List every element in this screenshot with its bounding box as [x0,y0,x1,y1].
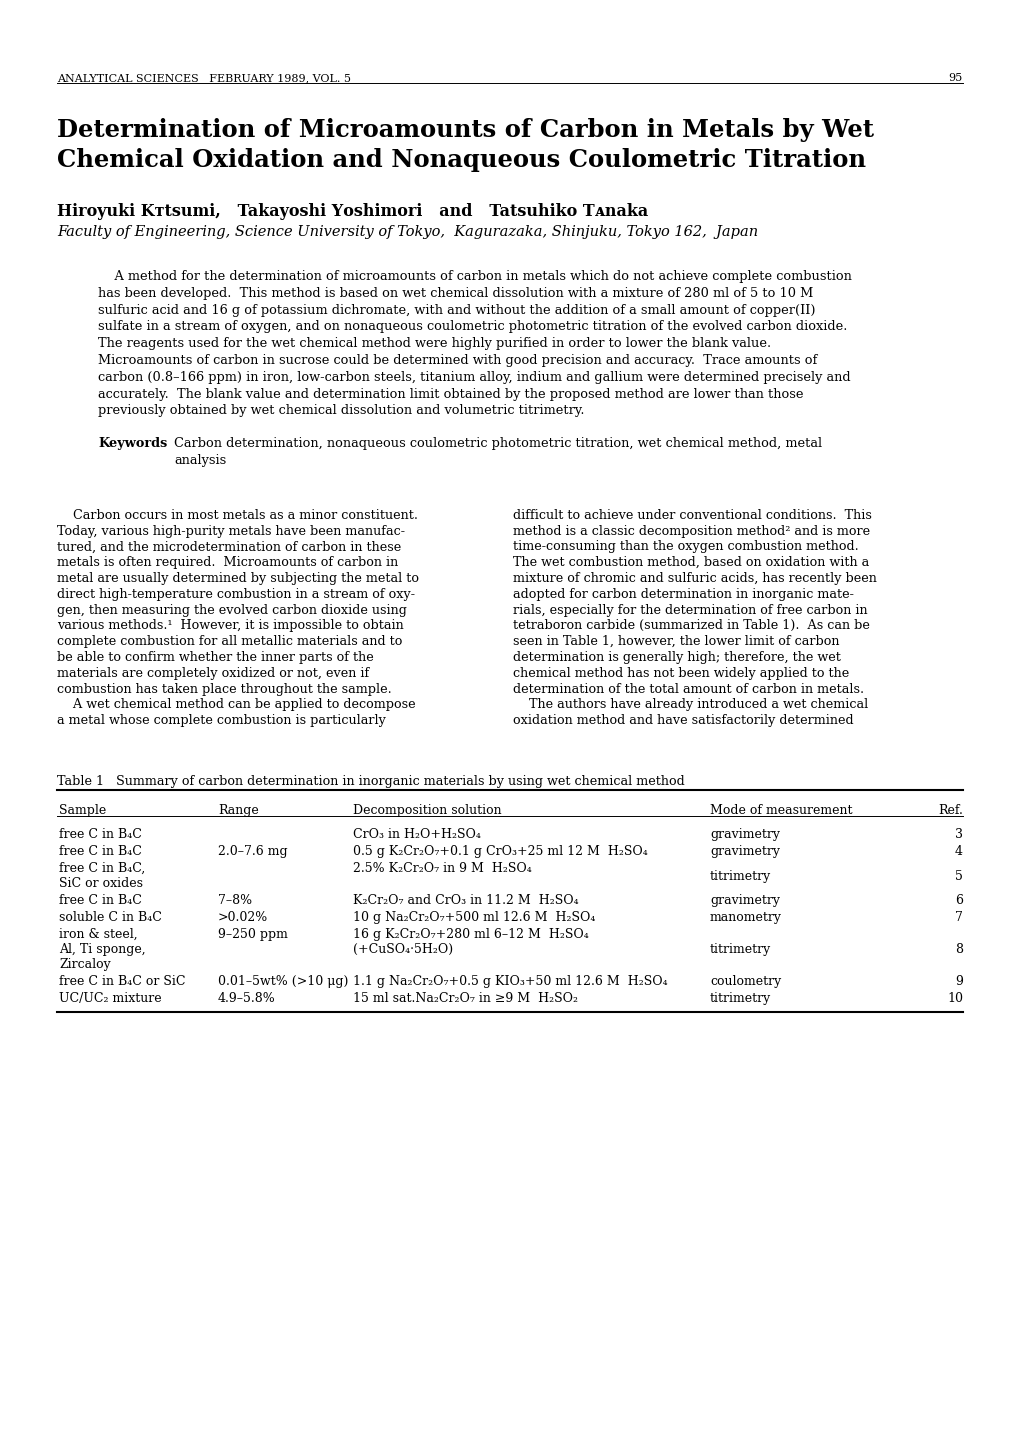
Text: analysis: analysis [174,455,226,468]
Text: 8: 8 [954,942,962,957]
Text: 5: 5 [954,870,962,883]
Text: 6: 6 [954,895,962,908]
Text: manometry: manometry [709,911,782,924]
Text: 9–250 ppm: 9–250 ppm [218,928,287,941]
Text: gen, then measuring the evolved carbon dioxide using: gen, then measuring the evolved carbon d… [57,603,407,616]
Text: A wet chemical method can be applied to decompose: A wet chemical method can be applied to … [57,698,415,711]
Text: free C in B₄C: free C in B₄C [59,895,142,908]
Text: metal are usually determined by subjecting the metal to: metal are usually determined by subjecti… [57,571,419,584]
Text: Faculty of Engineering, Science University of Tokyo,  Kagurazaka, Shinjuku, Toky: Faculty of Engineering, Science Universi… [57,225,757,240]
Text: direct high-temperature combustion in a stream of oxy-: direct high-temperature combustion in a … [57,587,415,600]
Text: Mode of measurement: Mode of measurement [709,804,852,817]
Text: difficult to achieve under conventional conditions.  This: difficult to achieve under conventional … [513,509,871,522]
Text: gravimetry: gravimetry [709,895,780,908]
Text: titrimetry: titrimetry [709,870,770,883]
Text: Today, various high-purity metals have been manufac-: Today, various high-purity metals have b… [57,525,405,538]
Text: iron & steel,: iron & steel, [59,928,138,941]
Text: gravimetry: gravimetry [709,846,780,859]
Text: The authors have already introduced a wet chemical: The authors have already introduced a we… [513,698,867,711]
Text: 15 ml sat.Na₂Cr₂O₇ in ≥9 M  H₂SO₂: 15 ml sat.Na₂Cr₂O₇ in ≥9 M H₂SO₂ [353,991,578,1004]
Text: 2.5% K₂Cr₂O₇ in 9 M  H₂SO₄: 2.5% K₂Cr₂O₇ in 9 M H₂SO₄ [353,861,531,874]
Text: soluble C in B₄C: soluble C in B₄C [59,911,162,924]
Text: mixture of chromic and sulfuric acids, has recently been: mixture of chromic and sulfuric acids, h… [513,571,876,584]
Text: The wet combustion method, based on oxidation with a: The wet combustion method, based on oxid… [513,556,868,569]
Text: seen in Table 1, however, the lower limit of carbon: seen in Table 1, however, the lower limi… [513,635,839,648]
Text: be able to confirm whether the inner parts of the: be able to confirm whether the inner par… [57,651,373,664]
Text: metals is often required.  Microamounts of carbon in: metals is often required. Microamounts o… [57,556,397,569]
Text: a metal whose complete combustion is particularly: a metal whose complete combustion is par… [57,714,385,727]
Text: time-consuming than the oxygen combustion method.: time-consuming than the oxygen combustio… [513,540,858,554]
Text: various methods.¹  However, it is impossible to obtain: various methods.¹ However, it is impossi… [57,619,404,632]
Text: free C in B₄C: free C in B₄C [59,828,142,841]
Text: Keywords: Keywords [98,437,167,450]
Text: Zircaloy: Zircaloy [59,958,111,971]
Text: Chemical Oxidation and Nonaqueous Coulometric Titration: Chemical Oxidation and Nonaqueous Coulom… [57,149,865,172]
Text: 4.9–5.8%: 4.9–5.8% [218,991,275,1004]
Text: CrO₃ in H₂O+H₂SO₄: CrO₃ in H₂O+H₂SO₄ [353,828,480,841]
Text: >0.02%: >0.02% [218,911,268,924]
Text: gravimetry: gravimetry [709,828,780,841]
Text: 7–8%: 7–8% [218,895,252,908]
Text: determination of the total amount of carbon in metals.: determination of the total amount of car… [513,683,863,696]
Text: Sample: Sample [59,804,106,817]
Text: free C in B₄C: free C in B₄C [59,846,142,859]
Text: adopted for carbon determination in inorganic mate-: adopted for carbon determination in inor… [513,587,853,600]
Text: accurately.  The blank value and determination limit obtained by the proposed me: accurately. The blank value and determin… [98,388,803,401]
Text: sulfate in a stream of oxygen, and on nonaqueous coulometric photometric titrati: sulfate in a stream of oxygen, and on no… [98,320,847,333]
Text: SiC or oxides: SiC or oxides [59,877,143,890]
Text: Carbon determination, nonaqueous coulometric photometric titration, wet chemical: Carbon determination, nonaqueous coulome… [174,437,821,450]
Text: 95: 95 [948,74,962,84]
Text: materials are completely oxidized or not, even if: materials are completely oxidized or not… [57,667,369,680]
Text: Decomposition solution: Decomposition solution [353,804,501,817]
Text: Determination of Microamounts of Carbon in Metals by Wet: Determination of Microamounts of Carbon … [57,118,873,141]
Text: rials, especially for the determination of free carbon in: rials, especially for the determination … [513,603,867,616]
Text: K₂Cr₂O₇ and CrO₃ in 11.2 M  H₂SO₄: K₂Cr₂O₇ and CrO₃ in 11.2 M H₂SO₄ [353,895,578,908]
Text: A method for the determination of microamounts of carbon in metals which do not : A method for the determination of microa… [98,270,851,283]
Text: 10: 10 [946,991,962,1004]
Text: chemical method has not been widely applied to the: chemical method has not been widely appl… [513,667,849,680]
Text: 2.0–7.6 mg: 2.0–7.6 mg [218,846,287,859]
Text: Table 1   Summary of carbon determination in inorganic materials by using wet ch: Table 1 Summary of carbon determination … [57,775,684,788]
Text: 4: 4 [954,846,962,859]
Text: determination is generally high; therefore, the wet: determination is generally high; therefo… [513,651,840,664]
Text: The reagents used for the wet chemical method were highly purified in order to l: The reagents used for the wet chemical m… [98,338,770,351]
Text: sulfuric acid and 16 g of potassium dichromate, with and without the addition of: sulfuric acid and 16 g of potassium dich… [98,303,815,316]
Text: complete combustion for all metallic materials and to: complete combustion for all metallic mat… [57,635,401,648]
Text: 16 g K₂Cr₂O₇+280 ml 6–12 M  H₂SO₄: 16 g K₂Cr₂O₇+280 ml 6–12 M H₂SO₄ [353,928,588,941]
Text: Microamounts of carbon in sucrose could be determined with good precision and ac: Microamounts of carbon in sucrose could … [98,354,816,367]
Text: titrimetry: titrimetry [709,991,770,1004]
Text: 3: 3 [954,828,962,841]
Text: previously obtained by wet chemical dissolution and volumetric titrimetry.: previously obtained by wet chemical diss… [98,404,584,417]
Text: 0.5 g K₂Cr₂O₇+0.1 g CrO₃+25 ml 12 M  H₂SO₄: 0.5 g K₂Cr₂O₇+0.1 g CrO₃+25 ml 12 M H₂SO… [353,846,647,859]
Text: 0.01–5wt% (>10 μg): 0.01–5wt% (>10 μg) [218,975,348,988]
Text: free C in B₄C,: free C in B₄C, [59,861,145,874]
Text: Ref.: Ref. [937,804,962,817]
Text: has been developed.  This method is based on wet chemical dissolution with a mix: has been developed. This method is based… [98,287,812,300]
Text: tured, and the microdetermination of carbon in these: tured, and the microdetermination of car… [57,540,400,554]
Text: Al, Ti sponge,: Al, Ti sponge, [59,942,146,957]
Text: coulometry: coulometry [709,975,781,988]
Text: Hiroyuki Kᴛtsumi,   Takayoshi Yᴏshimori   and   Tatsuhiko Tᴀnaka: Hiroyuki Kᴛtsumi, Takayoshi Yᴏshimori an… [57,203,648,219]
Text: 9: 9 [954,975,962,988]
Text: 10 g Na₂Cr₂O₇+500 ml 12.6 M  H₂SO₄: 10 g Na₂Cr₂O₇+500 ml 12.6 M H₂SO₄ [353,911,595,924]
Text: Carbon occurs in most metals as a minor constituent.: Carbon occurs in most metals as a minor … [57,509,418,522]
Text: titrimetry: titrimetry [709,942,770,957]
Text: free C in B₄C or SiC: free C in B₄C or SiC [59,975,185,988]
Text: tetraboron carbide (summarized in Table 1).  As can be: tetraboron carbide (summarized in Table … [513,619,869,632]
Text: (+CuSO₄·5H₂O): (+CuSO₄·5H₂O) [353,942,452,957]
Text: ANALYTICAL SCIENCES   FEBRUARY 1989, VOL. 5: ANALYTICAL SCIENCES FEBRUARY 1989, VOL. … [57,74,351,84]
Text: 1.1 g Na₂Cr₂O₇+0.5 g KIO₃+50 ml 12.6 M  H₂SO₄: 1.1 g Na₂Cr₂O₇+0.5 g KIO₃+50 ml 12.6 M H… [353,975,667,988]
Text: 7: 7 [954,911,962,924]
Text: oxidation method and have satisfactorily determined: oxidation method and have satisfactorily… [513,714,853,727]
Text: method is a classic decomposition method² and is more: method is a classic decomposition method… [513,525,869,538]
Text: combustion has taken place throughout the sample.: combustion has taken place throughout th… [57,683,391,696]
Text: Range: Range [218,804,259,817]
Text: UC/UC₂ mixture: UC/UC₂ mixture [59,991,161,1004]
Text: carbon (0.8–166 ppm) in iron, low-carbon steels, titanium alloy, indium and gall: carbon (0.8–166 ppm) in iron, low-carbon… [98,371,850,384]
